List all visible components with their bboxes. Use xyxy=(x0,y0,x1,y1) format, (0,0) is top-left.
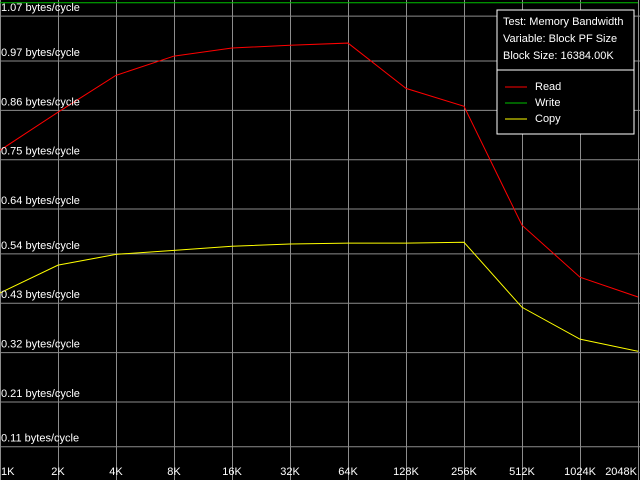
y-tick-label: 0.97 bytes/cycle xyxy=(1,47,80,59)
x-tick-label: 4K xyxy=(109,466,123,478)
y-tick-label: 0.54 bytes/cycle xyxy=(1,240,80,252)
legend-box xyxy=(496,9,635,135)
x-tick-label: 256K xyxy=(451,466,477,478)
x-tick-label: 2K xyxy=(51,466,65,478)
x-tick-label: 2048K xyxy=(605,466,637,478)
legend-info: Block Size: 16384.00K xyxy=(503,50,614,62)
y-tick-label: 0.86 bytes/cycle xyxy=(1,96,80,108)
y-tick-label: 0.43 bytes/cycle xyxy=(1,289,80,301)
legend-label: Read xyxy=(535,81,561,93)
x-tick-label: 128K xyxy=(393,466,419,478)
x-tick-label: 8K xyxy=(167,466,181,478)
series-line xyxy=(0,241,639,352)
x-tick-label: 1K xyxy=(1,466,15,478)
legend-info: Variable: Block PF Size xyxy=(503,33,617,45)
x-tick-label: 1024K xyxy=(564,466,596,478)
x-tick-label: 512K xyxy=(509,466,535,478)
series-line xyxy=(0,42,639,298)
y-tick-label: 1.07 bytes/cycle xyxy=(1,2,80,14)
x-tick-label: 64K xyxy=(338,466,358,478)
legend-info: Test: Memory Bandwidth xyxy=(503,16,623,28)
y-tick-label: 0.64 bytes/cycle xyxy=(1,195,80,207)
y-tick-label: 0.11 bytes/cycle xyxy=(1,433,79,445)
legend-label: Write xyxy=(535,97,560,109)
y-tick-label: 0.21 bytes/cycle xyxy=(1,388,80,400)
y-tick-label: 0.75 bytes/cycle xyxy=(1,146,80,158)
x-tick-label: 16K xyxy=(222,466,242,478)
legend-label: Copy xyxy=(535,113,561,125)
x-tick-label: 32K xyxy=(280,466,300,478)
y-tick-label: 0.32 bytes/cycle xyxy=(1,339,80,351)
